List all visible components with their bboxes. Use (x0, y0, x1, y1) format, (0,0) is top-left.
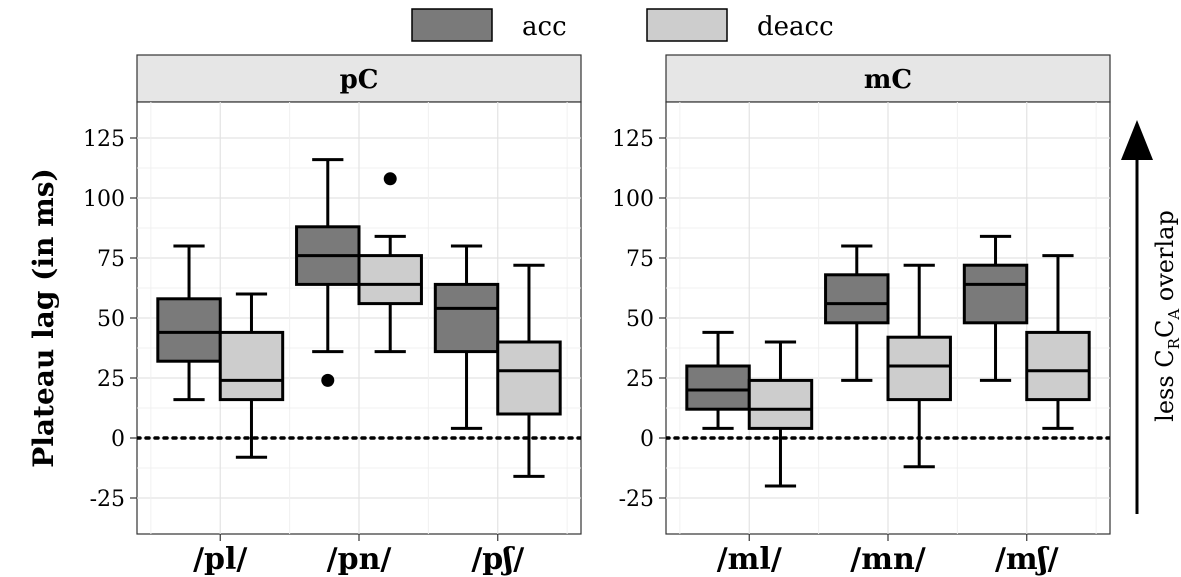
y-axis: -25 0 25 50 75 100 125 (83, 127, 137, 512)
y-tick-label: -25 (619, 487, 654, 512)
x-tick-label: /pl/ (193, 542, 247, 577)
y-tick-label: -25 (90, 487, 125, 512)
legend-swatch-deacc (646, 8, 728, 42)
box-deacc (1025, 254, 1091, 430)
panel-mC: mC -25 0 25 50 75 100 125 /ml/ /mn/ /mʃ/ (612, 54, 1111, 577)
y-tick-label: 0 (111, 427, 125, 452)
y-axis: -25 0 25 50 75 100 125 (612, 127, 666, 512)
boxes (666, 234, 1110, 488)
box-deacc (747, 340, 814, 488)
iqr-box (886, 335, 952, 402)
box-acc (824, 244, 890, 382)
y-tick-label: 125 (612, 127, 654, 152)
y-tick-label: 50 (626, 307, 654, 332)
box-acc (433, 244, 500, 430)
boxes (137, 158, 581, 478)
y-tick-label: 25 (97, 367, 125, 392)
panel-pC: pC -25 0 25 50 75 100 125 /pl/ /pn/ /pʃ/ (83, 54, 582, 577)
y-axis-title: Plateau lag (in ms) (27, 168, 60, 468)
y-tick-label: 100 (612, 187, 654, 212)
box-acc (295, 158, 361, 387)
iqr-box (156, 297, 222, 363)
y-tick-label: 75 (626, 247, 654, 272)
iqr-box (1025, 330, 1091, 402)
iqr-box (685, 364, 751, 411)
x-tick-label: /pʃ/ (471, 542, 524, 577)
panel-strip-label: mC (864, 65, 912, 95)
legend-label-acc: acc (522, 12, 567, 42)
y-tick-label: 100 (83, 187, 125, 212)
iqr-box (496, 340, 562, 416)
x-axis: /ml/ /mn/ /mʃ/ (717, 534, 1059, 577)
overlap-annotation: less CRCA overlap (1121, 120, 1181, 514)
box-acc (156, 244, 222, 402)
panel-strip-label: pC (340, 65, 379, 95)
x-axis: /pl/ /pn/ /pʃ/ (193, 534, 524, 577)
outlier-point (383, 172, 397, 186)
legend: acc deacc (411, 8, 834, 42)
y-tick-label: 125 (83, 127, 125, 152)
iqr-box (357, 254, 423, 306)
x-tick-label: /mʃ/ (995, 542, 1059, 577)
x-tick-label: /ml/ (717, 542, 782, 577)
x-tick-label: /pn/ (327, 542, 392, 577)
y-tick-label: 25 (626, 367, 654, 392)
y-tick-label: 50 (97, 307, 125, 332)
iqr-box (433, 282, 500, 354)
y-tick-label: 75 (97, 247, 125, 272)
overlap-annotation-label: less CRCA overlap (1151, 210, 1181, 422)
y-tick-label: 0 (640, 427, 654, 452)
box-acc (962, 234, 1029, 382)
box-deacc (496, 263, 562, 478)
box-deacc (357, 172, 423, 354)
x-tick-label: /mn/ (850, 542, 926, 577)
legend-swatch-acc (411, 8, 493, 42)
panel-strip (136, 54, 582, 103)
iqr-box (962, 263, 1029, 325)
arrow-up-icon (1121, 120, 1153, 160)
iqr-box (747, 378, 814, 430)
iqr-box (824, 273, 890, 325)
box-deacc (886, 263, 952, 469)
outlier-point (321, 373, 335, 387)
box-deacc (218, 292, 285, 459)
iqr-box (218, 330, 285, 402)
legend-label-deacc: deacc (757, 12, 834, 42)
